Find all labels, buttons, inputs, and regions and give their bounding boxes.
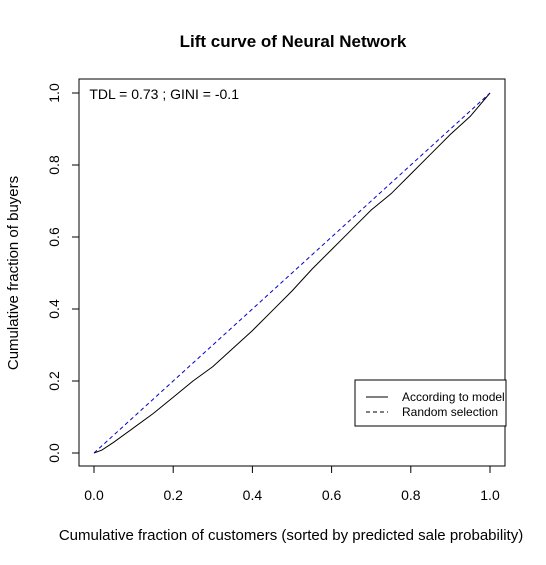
series-line-random [93,92,491,454]
y-axis: 0.0 0.2 0.4 0.6 0.8 1.0 [46,83,80,463]
x-axis: 0.0 0.2 0.4 0.6 0.8 1.0 [84,465,500,503]
y-tick-label: 0.6 [46,227,62,247]
x-tick-label: 0.4 [243,487,263,503]
x-axis-label: Cumulative fraction of customers (sorted… [59,527,523,544]
series-layer [93,92,491,454]
y-tick-label: 0.4 [46,299,62,319]
chart-title: Lift curve of Neural Network [180,32,407,51]
x-tick-label: 0.0 [84,487,104,503]
metrics-annotation: TDL = 0.73 ; GINI = -0.1 [89,86,239,102]
y-tick-label: 0.8 [46,155,62,175]
x-tick-label: 0.2 [163,487,183,503]
y-tick-label: 1.0 [46,83,62,103]
x-tick-label: 0.8 [401,487,421,503]
legend-label: According to model [402,390,505,404]
y-axis-label: Cumulative fraction of buyers [5,176,22,370]
legend-box [354,379,507,427]
legend-label: Random selection [402,405,498,419]
x-tick-label: 0.6 [322,487,342,503]
y-tick-label: 0.2 [46,371,62,391]
x-tick-label: 1.0 [480,487,500,503]
series-line-model [93,92,491,454]
y-tick-label: 0.0 [46,443,62,463]
